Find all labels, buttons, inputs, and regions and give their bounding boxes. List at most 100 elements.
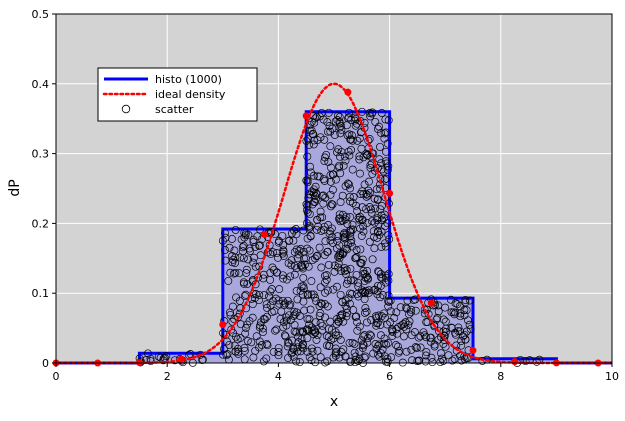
scatter-point [311,114,320,123]
scatter-point [317,300,326,309]
scatter-point [345,227,354,235]
scatter-point [377,109,386,117]
scatter-point [243,337,252,345]
scatter-point [146,357,155,366]
scatter-point [401,318,410,327]
scatter-point [377,211,386,220]
scatter-point [386,296,395,305]
scatter-point [407,331,416,340]
scatter-point [364,191,372,200]
scatter-point [341,244,350,253]
scatter-point [225,243,234,252]
x-tick-label: 0 [53,370,60,383]
scatter-point [345,108,354,117]
scatter-point [354,278,363,287]
scatter-point [380,129,389,138]
scatter-point [335,241,344,250]
scatter-point [322,341,331,350]
scatter-point [299,282,308,291]
scatter-point [321,237,330,246]
scatter-point [266,287,275,296]
scatter-point [310,197,318,206]
scatter-point [386,318,395,327]
scatter-point [255,296,263,305]
scatter-point [286,272,295,281]
scatter-point [365,330,374,339]
scatter-point [378,291,387,299]
scatter-point [338,310,347,319]
scatter-point [300,306,309,315]
scatter-point [352,270,361,279]
scatter-point [316,309,325,318]
scatter-point [359,340,367,349]
scatter-point [310,118,319,127]
scatter-point [456,309,465,318]
scatter-point [342,265,351,274]
scatter-point [273,268,282,277]
scatter-point [358,216,366,225]
density-marker [177,355,185,363]
scatter-point [362,307,371,316]
scatter-point [346,264,355,273]
scatter-point [392,308,401,317]
scatter-point [359,222,368,231]
scatter-point [357,336,366,345]
scatter-point [373,215,382,224]
scatter-point [405,310,413,319]
scatter-point [143,349,152,358]
scatter-point [375,122,383,131]
scatter-point [342,121,351,130]
scatter-point [461,295,470,304]
scatter-point [298,327,307,336]
scatter-point [334,145,343,154]
scatter-point [437,354,446,363]
scatter-point [198,356,207,365]
scatter-point [335,210,344,219]
scatter-point [243,279,252,288]
scatter-point [283,342,292,351]
scatter-point [249,237,258,246]
scatter-point [236,320,245,329]
scatter-point [416,332,425,341]
scatter-point [281,332,290,341]
density-marker [219,321,227,329]
scatter-point [342,269,350,278]
scatter-point [284,353,293,362]
scatter-point [382,128,390,137]
scatter-point [323,127,332,136]
scatter-point [422,351,430,360]
scatter-point [355,215,364,224]
scatter-point [320,278,329,287]
scatter-point [330,131,339,139]
scatter-point [363,275,372,284]
scatter-point [221,229,229,238]
scatter-point [365,188,374,197]
scatter-point [355,155,364,164]
scatter-point [219,350,227,359]
scatter-point [335,117,344,126]
scatter-point [292,230,301,239]
scatter-point [439,357,448,365]
scatter-point [411,295,420,304]
scatter-point [340,152,349,161]
scatter-point [279,240,288,249]
scatter-point [381,115,390,124]
scatter-point [322,275,331,284]
y-tick-label: 0.2 [32,217,50,230]
scatter-point [346,184,354,193]
scatter-point [307,356,316,365]
scatter-point [435,327,443,336]
scatter-point [441,317,450,326]
scatter-point [437,349,445,358]
scatter-point [338,297,347,306]
scatter-point [306,126,314,135]
scatter-point [278,296,287,305]
legend-label: scatter [155,103,194,116]
scatter-point [446,295,455,304]
scatter-point [356,245,365,254]
scatter-point [347,135,355,144]
scatter-point [251,243,260,251]
scatter-point [318,321,327,330]
scatter-point [242,269,251,277]
scatter-point [274,347,283,356]
